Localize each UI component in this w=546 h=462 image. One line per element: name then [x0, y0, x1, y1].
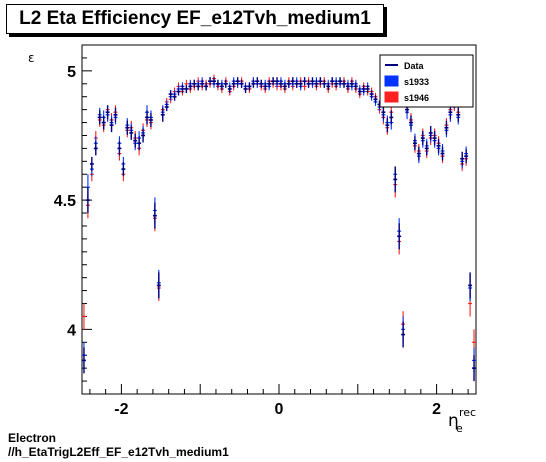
x-axis-label: η [448, 411, 459, 431]
x-tick-label: -2 [114, 401, 128, 418]
footer-line-1: Electron [8, 431, 57, 445]
y-axis-label: ε [28, 51, 35, 65]
x-axis-label-sup: rec [459, 406, 476, 419]
x-tick-label: 2 [432, 401, 441, 418]
x-tick-label: 0 [275, 401, 284, 418]
footer-line-2: //h_EtaTrigL2Eff_EF_e12Tvh_medium1 [8, 445, 229, 459]
chart-title: L2 Eta Efficiency EF_e12Tvh_medium1 [19, 8, 371, 29]
legend-marker-box [384, 91, 399, 103]
y-tick-label: 4 [67, 322, 76, 339]
legend-label: s1933 [404, 77, 429, 87]
y-tick-label: 5 [67, 64, 76, 81]
chart-title-box: L2 Eta Efficiency EF_e12Tvh_medium1 [6, 4, 384, 34]
x-axis-label-sub: e [456, 422, 463, 435]
legend-label: Data [404, 61, 425, 71]
y-tick-label: 4.5 [54, 193, 76, 210]
legend-marker-box [384, 75, 399, 87]
legend-label: s1946 [404, 93, 429, 103]
